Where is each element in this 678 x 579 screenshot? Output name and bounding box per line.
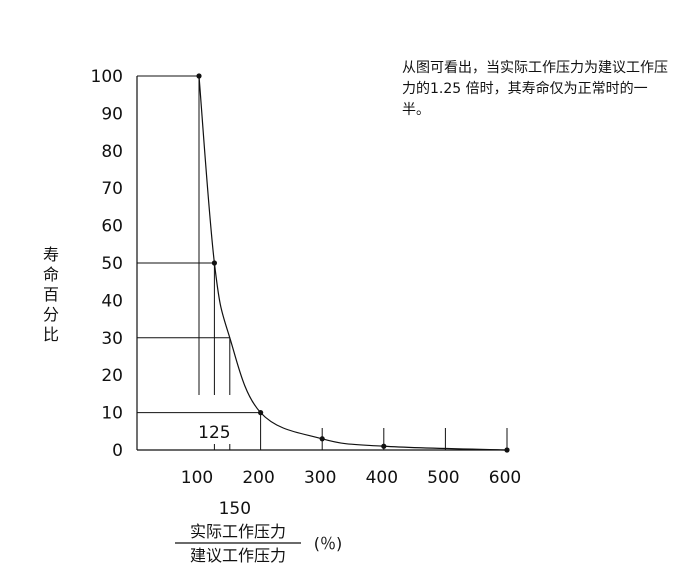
y-tick-label: 80 <box>101 142 123 162</box>
x-tick-label: 500 <box>427 468 459 488</box>
data-point <box>504 447 510 453</box>
data-point <box>211 260 217 266</box>
data-point <box>319 436 325 442</box>
y-tick-label: 100 <box>91 67 123 87</box>
y-tick-label: 0 <box>112 441 123 461</box>
life-curve-line <box>198 75 508 451</box>
y-tick-label: 50 <box>101 254 123 274</box>
x-tick-label: 300 <box>304 468 336 488</box>
chart-note: 从图可看出，当实际工作压力为建议工作压力的1.25 倍时，其寿命仅为正常时的一半… <box>402 60 668 118</box>
x-tick-label: 200 <box>242 468 274 488</box>
y-tick-label: 60 <box>101 217 123 237</box>
annotation-125: 125 <box>198 423 230 443</box>
y-axis-label-char: 百 <box>43 285 59 304</box>
annotations: 125 150 <box>198 423 251 519</box>
x-label-denominator: 建议工作压力 <box>190 546 286 565</box>
data-point <box>381 443 387 449</box>
reference-lines <box>137 75 508 450</box>
x-tick-label: 600 <box>489 468 521 488</box>
data-points <box>196 73 510 453</box>
x-label-unit: (％) <box>314 534 343 553</box>
y-tick-label: 70 <box>101 179 123 199</box>
data-point <box>258 410 264 416</box>
life-curve <box>198 75 508 451</box>
y-tick-label: 90 <box>101 104 123 124</box>
x-tick-labels: 100 200 300 400 500 600 <box>181 468 521 488</box>
y-axis-label-char: 比 <box>43 325 59 344</box>
y-axis-label-char: 命 <box>43 265 59 284</box>
x-tick-label: 100 <box>181 468 213 488</box>
x-tick-label: 400 <box>366 468 398 488</box>
y-tick-labels: 0 10 20 30 40 50 60 70 80 90 100 <box>91 67 123 461</box>
y-tick-label: 40 <box>101 291 123 311</box>
y-axis-label-char: 分 <box>43 305 59 324</box>
x-label-numerator: 实际工作压力 <box>190 522 286 541</box>
y-tick-label: 20 <box>101 366 123 386</box>
annotation-150: 150 <box>219 499 251 519</box>
y-tick-label: 30 <box>101 329 123 349</box>
data-point <box>196 73 202 79</box>
y-axis-label-char: 寿 <box>43 245 59 264</box>
y-tick-label: 10 <box>101 404 123 424</box>
